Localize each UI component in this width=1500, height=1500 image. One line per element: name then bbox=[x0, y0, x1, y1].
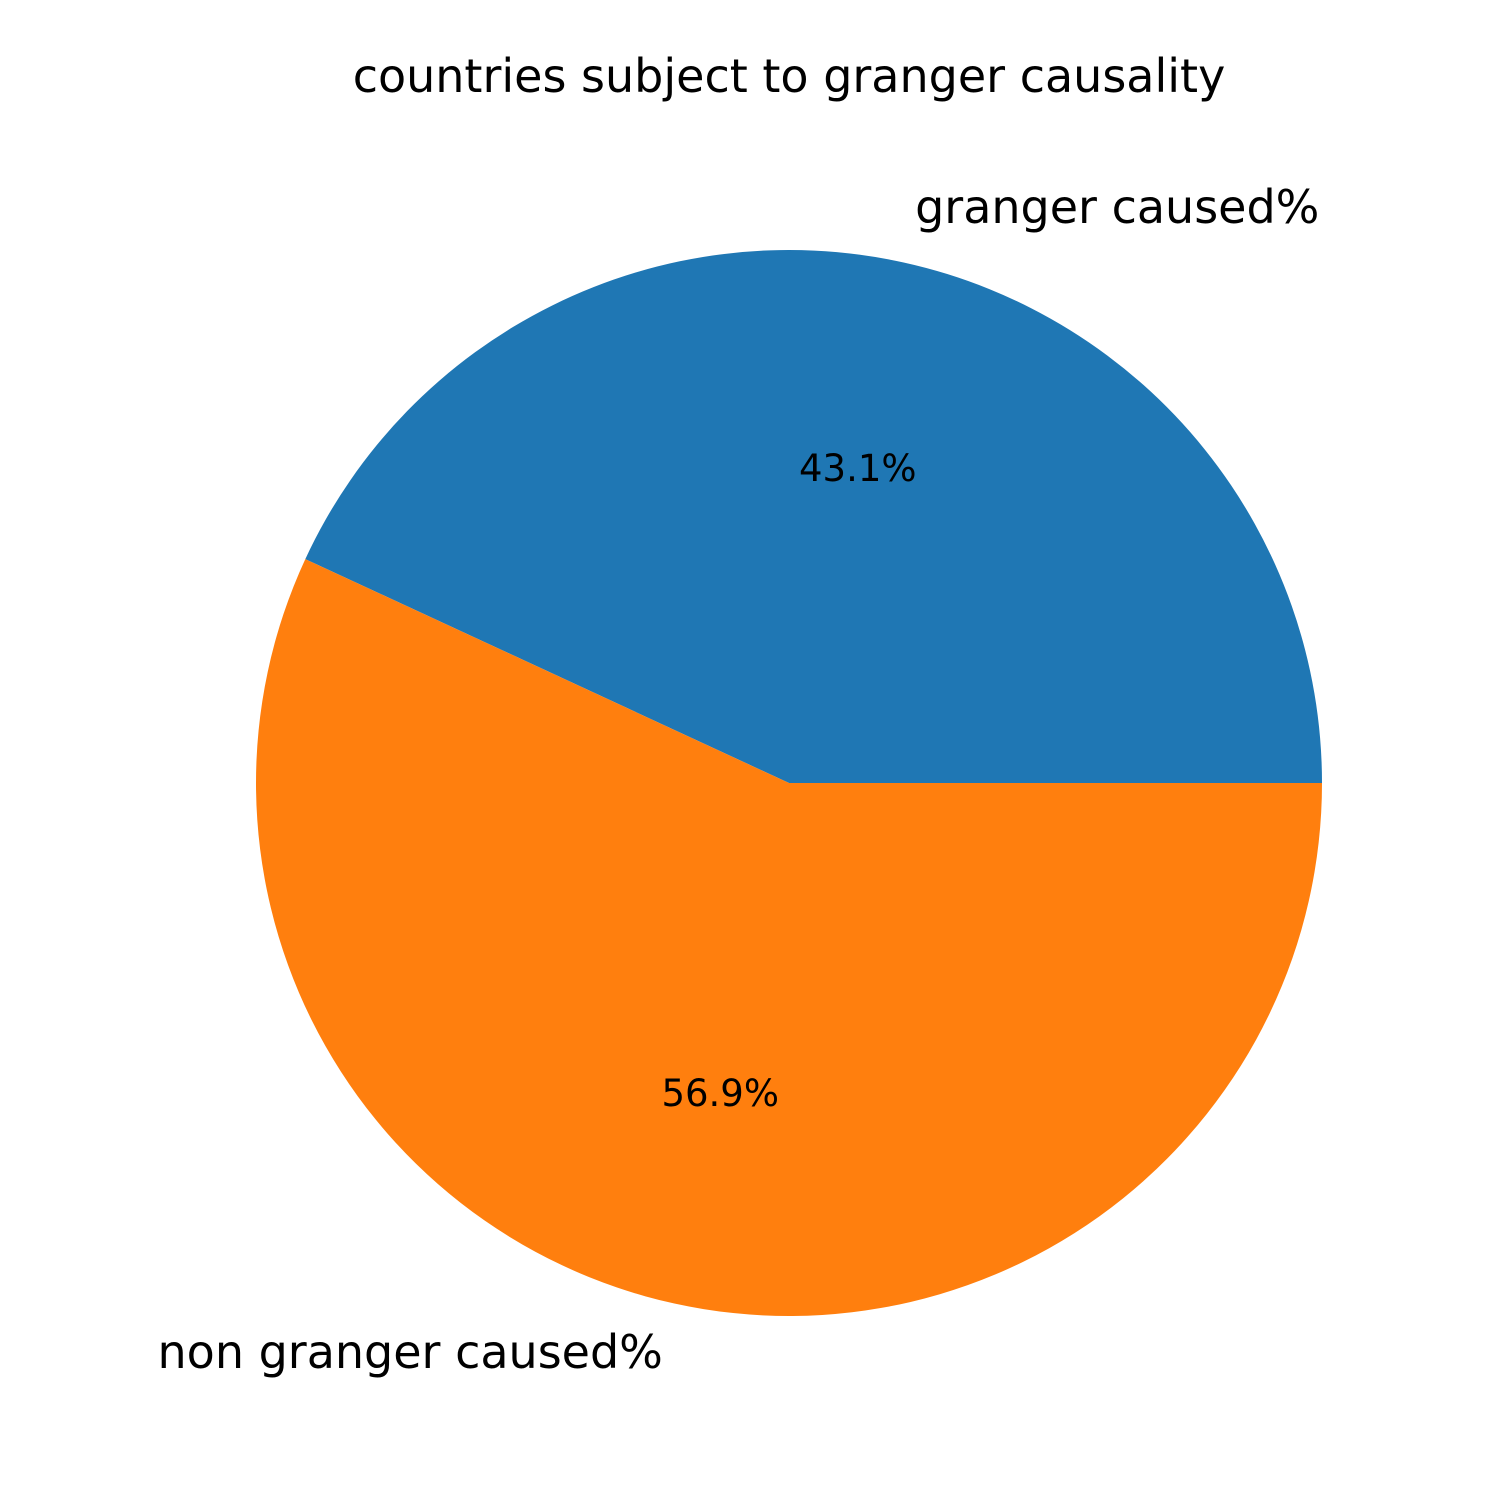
pie-slices bbox=[256, 249, 1323, 1316]
slice-label-2: non granger caused% bbox=[158, 1325, 663, 1379]
chart-title: countries subject to granger causality bbox=[353, 49, 1226, 103]
slice-label-1: granger caused% bbox=[915, 180, 1319, 234]
pie-slice-1 bbox=[305, 249, 1322, 783]
slice-percent-label-1: 43.1% bbox=[799, 447, 917, 490]
pie-slice-2 bbox=[256, 559, 1323, 1316]
slice-percent-label-2: 56.9% bbox=[661, 1072, 779, 1115]
pie-labels: granger caused% 43.1% non granger caused% 5… bbox=[158, 180, 1320, 1379]
